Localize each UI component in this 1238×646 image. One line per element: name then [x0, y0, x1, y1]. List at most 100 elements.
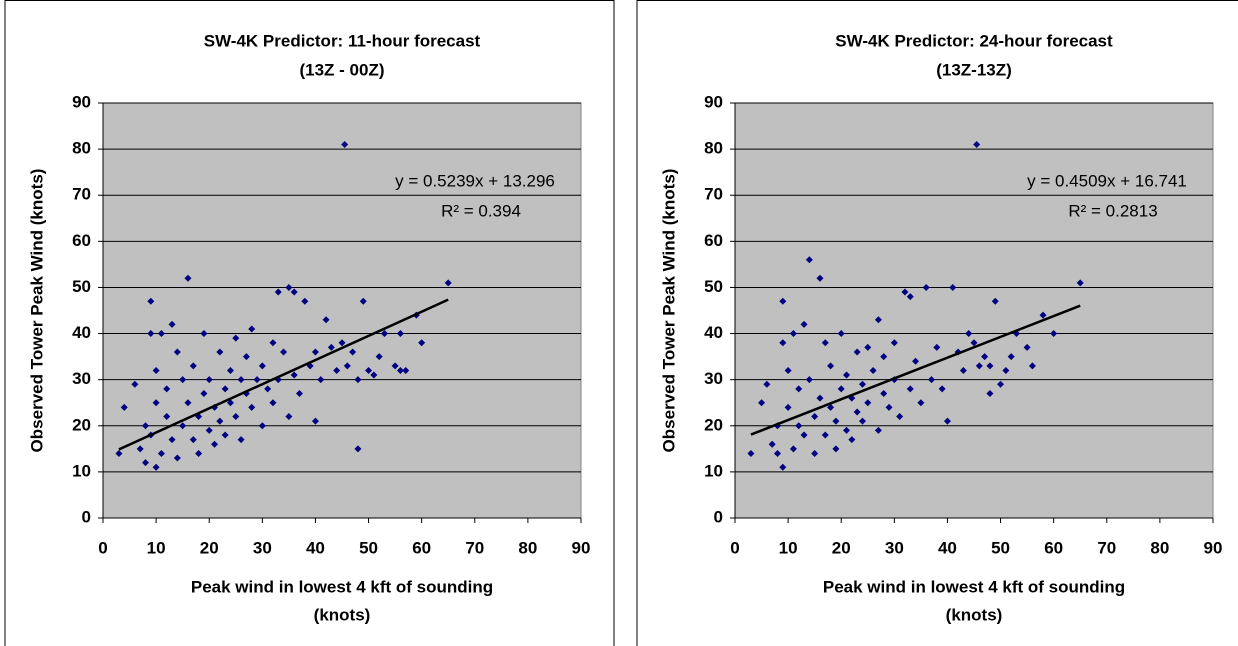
data-point [179, 376, 187, 384]
data-point [965, 330, 973, 338]
data-point [858, 417, 866, 425]
data-point [789, 330, 797, 338]
y-tick-label: 80 [704, 139, 723, 158]
data-point [1076, 279, 1084, 287]
data-point [1028, 362, 1036, 370]
data-point [986, 390, 994, 397]
y-tick-label: 70 [704, 185, 723, 204]
data-point [763, 380, 771, 388]
data-point [827, 362, 835, 370]
data-point [843, 371, 851, 379]
plot-area [734, 102, 1214, 519]
y-tick-label: 80 [72, 139, 91, 158]
data-point [885, 403, 893, 411]
data-point [779, 463, 787, 471]
data-point [832, 445, 840, 453]
data-point [997, 380, 1005, 388]
data-point [269, 399, 277, 407]
data-point [285, 413, 293, 421]
data-point [157, 449, 165, 457]
data-point [290, 371, 298, 379]
data-point [365, 366, 373, 374]
y-tick-label: 0 [82, 507, 91, 526]
x-tick-label: 60 [1044, 538, 1063, 557]
data-point [322, 316, 330, 324]
data-point [216, 417, 224, 425]
data-point [380, 330, 388, 338]
data-point [938, 385, 946, 393]
data-point [758, 399, 766, 407]
x-tick-label: 70 [1097, 538, 1116, 557]
data-point [896, 413, 904, 421]
data-point [221, 431, 229, 439]
y-tick-label: 60 [704, 231, 723, 250]
r-squared: R² = 0.394 [441, 201, 521, 220]
data-point [901, 288, 909, 296]
data-point [795, 422, 803, 430]
data-point [152, 366, 160, 374]
data-point [216, 348, 224, 356]
data-point [317, 376, 325, 384]
data-point [343, 362, 351, 370]
y-axis-label: Observed Tower Peak Wind (knots) [659, 169, 678, 453]
chart-panel: SW-4K Predictor: 11-hour forecast (13Z - … [4, 0, 615, 646]
data-point [970, 339, 978, 347]
data-point [226, 399, 234, 407]
x-axis-label: (knots) [314, 605, 371, 624]
data-point [200, 390, 208, 397]
data-point [853, 348, 861, 356]
data-point [179, 422, 187, 430]
data-point [274, 288, 282, 296]
data-point [779, 297, 787, 305]
data-point [986, 362, 994, 370]
data-point [811, 413, 819, 421]
x-tick-label: 10 [779, 538, 798, 557]
data-point [1002, 366, 1010, 374]
data-point [949, 283, 957, 291]
data-point [232, 334, 240, 342]
chart-title: (13Z-13Z) [936, 60, 1012, 79]
x-tick-label: 60 [412, 538, 431, 557]
data-point [333, 366, 341, 374]
data-point [811, 449, 819, 457]
x-tick-label: 20 [200, 538, 219, 557]
data-point [258, 362, 266, 370]
y-tick-label: 0 [714, 507, 723, 526]
data-point [789, 445, 797, 453]
data-point [248, 403, 256, 411]
x-tick-label: 0 [98, 538, 107, 557]
data-point [120, 403, 128, 411]
data-point [147, 330, 155, 338]
data-point [370, 371, 378, 379]
data-point [296, 390, 304, 397]
chart-title: SW-4K Predictor: 11-hour forecast [204, 31, 481, 50]
data-point [821, 431, 829, 439]
x-axis-label: Peak wind in lowest 4 kft of sounding [191, 577, 493, 596]
data-point [784, 403, 792, 411]
data-point [189, 362, 197, 370]
data-point [858, 380, 866, 388]
x-tick-label: 40 [938, 538, 957, 557]
data-point [906, 293, 914, 301]
y-tick-label: 70 [72, 185, 91, 204]
data-point [768, 440, 776, 448]
y-tick-label: 40 [704, 323, 723, 342]
trendline [750, 304, 1081, 436]
y-tick-label: 20 [704, 415, 723, 434]
data-point [200, 330, 208, 338]
data-point [311, 417, 319, 425]
data-point [391, 362, 399, 370]
data-point [795, 385, 803, 393]
data-point [805, 376, 813, 384]
data-point [832, 417, 840, 425]
data-point [375, 353, 383, 361]
data-point [827, 403, 835, 411]
data-point [184, 274, 192, 282]
data-point [115, 449, 123, 457]
chart-panel: SW-4K Predictor: 24-hour forecast (13Z-13… [636, 0, 1238, 646]
data-point [354, 376, 362, 384]
data-point [211, 440, 219, 448]
data-point [747, 449, 755, 457]
x-tick-label: 80 [1150, 538, 1169, 557]
data-point [1023, 343, 1031, 351]
